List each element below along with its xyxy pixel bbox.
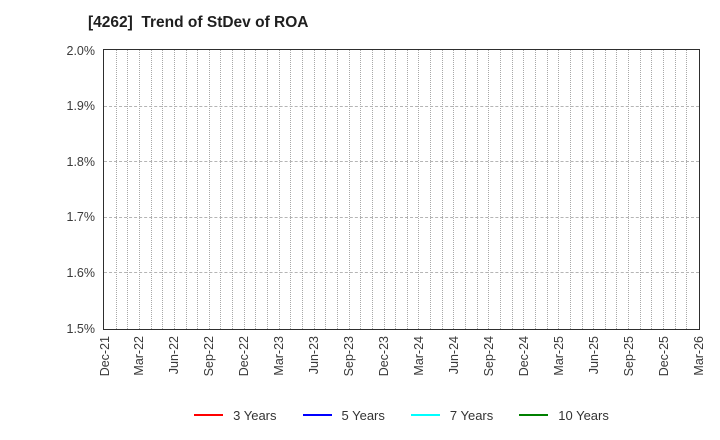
vertical-gridline — [441, 50, 443, 329]
vertical-gridline — [127, 50, 129, 329]
legend-line-swatch — [194, 414, 224, 416]
legend-item-10-years: 10 Years — [519, 408, 609, 423]
vertical-gridline — [371, 50, 373, 329]
vertical-gridline — [569, 50, 571, 329]
vertical-gridline — [197, 50, 199, 329]
vertical-gridline — [500, 50, 501, 329]
vertical-gridline — [360, 50, 362, 329]
y-tick-label: 1.7% — [66, 210, 96, 225]
vertical-gridline — [488, 50, 490, 329]
vertical-gridline — [255, 50, 257, 329]
x-tick-label: Mar-25 — [551, 336, 566, 376]
y-tick-label: 1.6% — [66, 265, 96, 280]
legend-line-swatch — [302, 414, 332, 416]
y-tick-label: 1.8% — [66, 154, 96, 169]
vertical-gridline — [313, 50, 315, 329]
x-tick-label: Jun-22 — [167, 336, 182, 375]
vertical-gridline — [185, 50, 187, 329]
legend-label: 10 Years — [558, 407, 609, 423]
vertical-gridline — [639, 50, 641, 329]
x-tick-label: Sep-24 — [481, 336, 496, 377]
horizontal-gridline — [104, 161, 699, 163]
x-tick-label: Sep-23 — [342, 336, 357, 377]
vertical-gridline — [208, 50, 210, 329]
vertical-gridline — [546, 50, 548, 329]
vertical-gridline — [558, 50, 560, 329]
vertical-gridline — [453, 50, 455, 329]
vertical-gridline — [534, 50, 536, 329]
vertical-gridline — [290, 50, 292, 329]
legend-label: 3 Years — [233, 407, 277, 423]
legend-line-swatch — [519, 414, 549, 416]
vertical-gridline — [348, 50, 350, 329]
y-tick-label: 1.9% — [66, 99, 96, 114]
horizontal-gridline — [104, 272, 699, 274]
vertical-gridline — [430, 50, 432, 329]
legend-label: 7 Years — [449, 407, 494, 423]
vertical-gridline — [406, 50, 408, 329]
vertical-gridline — [616, 50, 618, 329]
x-tick-label: Jun-25 — [586, 336, 601, 375]
vertical-gridline — [523, 50, 525, 329]
chart-title: [4262] Trend of StDev of ROA — [88, 14, 309, 31]
vertical-gridline — [267, 50, 269, 329]
vertical-gridline — [302, 50, 303, 329]
vertical-gridline — [511, 50, 513, 329]
x-tick-label: Mar-26 — [691, 336, 706, 376]
x-tick-label: Jun-24 — [446, 336, 461, 375]
vertical-gridline — [232, 50, 234, 329]
legend-item-3-years: 3 Years — [194, 407, 277, 423]
x-tick-label: Mar-23 — [272, 336, 287, 376]
vertical-gridline — [325, 50, 327, 329]
vertical-gridline — [220, 50, 222, 329]
y-tick-label: 2.0% — [66, 43, 96, 58]
legend-line-swatch — [410, 414, 440, 416]
vertical-gridline — [418, 50, 420, 329]
vertical-gridline — [336, 50, 338, 329]
x-tick-label: Dec-25 — [656, 336, 671, 377]
vertical-gridline — [173, 50, 175, 329]
vertical-gridline — [138, 50, 140, 329]
vertical-gridline — [162, 50, 164, 329]
x-tick-label: Jun-23 — [307, 336, 322, 375]
vertical-gridline — [476, 50, 478, 329]
legend-item-5-years: 5 Years — [302, 407, 385, 423]
vertical-gridline — [465, 50, 467, 329]
x-tick-label: Dec-21 — [97, 336, 112, 377]
y-tick-label: 1.5% — [66, 321, 96, 336]
vertical-gridline — [663, 50, 665, 329]
legend-label: 5 Years — [341, 407, 385, 423]
vertical-gridline — [686, 50, 688, 329]
vertical-gridline — [593, 50, 595, 329]
x-tick-label: Dec-24 — [516, 336, 531, 377]
vertical-gridline — [651, 50, 653, 329]
horizontal-gridline — [104, 105, 699, 107]
vertical-gridline — [150, 50, 152, 329]
x-tick-label: Sep-22 — [202, 336, 217, 377]
x-tick-label: Sep-25 — [621, 336, 636, 377]
x-tick-label: Dec-23 — [377, 336, 392, 377]
x-tick-label: Dec-22 — [237, 336, 252, 377]
vertical-gridline — [581, 50, 583, 329]
vertical-gridline — [628, 50, 630, 329]
vertical-gridline — [674, 50, 676, 329]
vertical-gridline — [115, 50, 117, 329]
vertical-gridline — [604, 50, 606, 329]
legend-item-7-years: 7 Years — [410, 407, 494, 423]
vertical-gridline — [278, 50, 280, 329]
vertical-gridline — [395, 50, 397, 329]
plot-area — [103, 49, 700, 330]
legend: 3 Years 5 Years 7 Years 10 Years — [103, 403, 700, 427]
x-tick-label: Mar-22 — [132, 336, 147, 376]
vertical-gridline — [383, 50, 385, 329]
vertical-gridline — [243, 50, 245, 329]
x-tick-label: Mar-24 — [411, 336, 426, 376]
horizontal-gridline — [104, 216, 699, 218]
